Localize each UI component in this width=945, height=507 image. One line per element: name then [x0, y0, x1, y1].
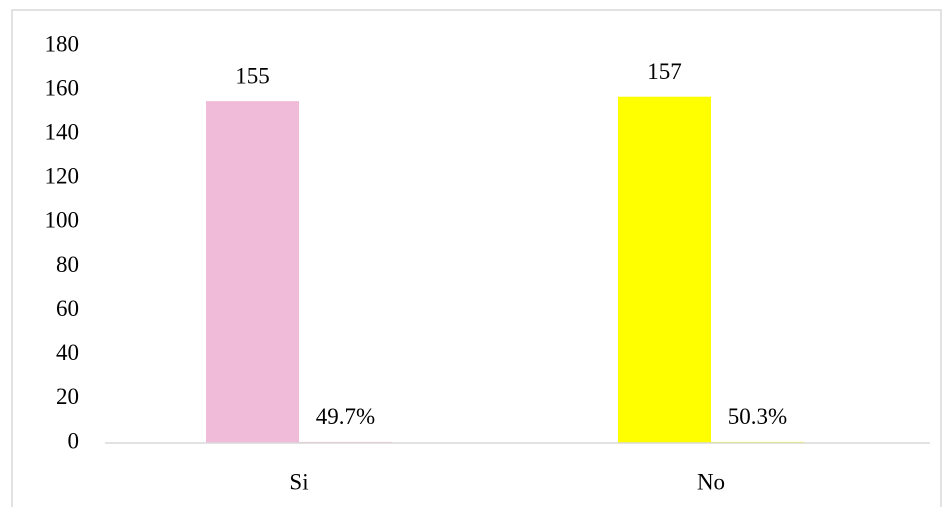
data-label: 155 [235, 63, 270, 88]
y-tick-label: 40 [56, 340, 79, 365]
chart-frame [11, 9, 942, 507]
y-tick-label: 140 [45, 120, 80, 145]
y-tick-label: 100 [45, 208, 80, 233]
data-label: 49.7% [316, 404, 375, 429]
y-tick-label: 80 [56, 252, 79, 277]
y-tick-label: 60 [56, 296, 79, 321]
bar [206, 101, 299, 443]
y-tick-label: 180 [45, 31, 80, 56]
bar [618, 96, 711, 443]
data-label: 50.3% [728, 404, 787, 429]
x-tick-label: Si [289, 469, 308, 494]
y-tick-label: 20 [56, 384, 79, 409]
y-tick-label: 0 [68, 428, 80, 453]
data-label: 157 [647, 59, 682, 84]
x-tick-label: No [697, 469, 725, 494]
y-tick-label: 160 [45, 75, 80, 100]
y-tick-label: 120 [45, 164, 80, 189]
